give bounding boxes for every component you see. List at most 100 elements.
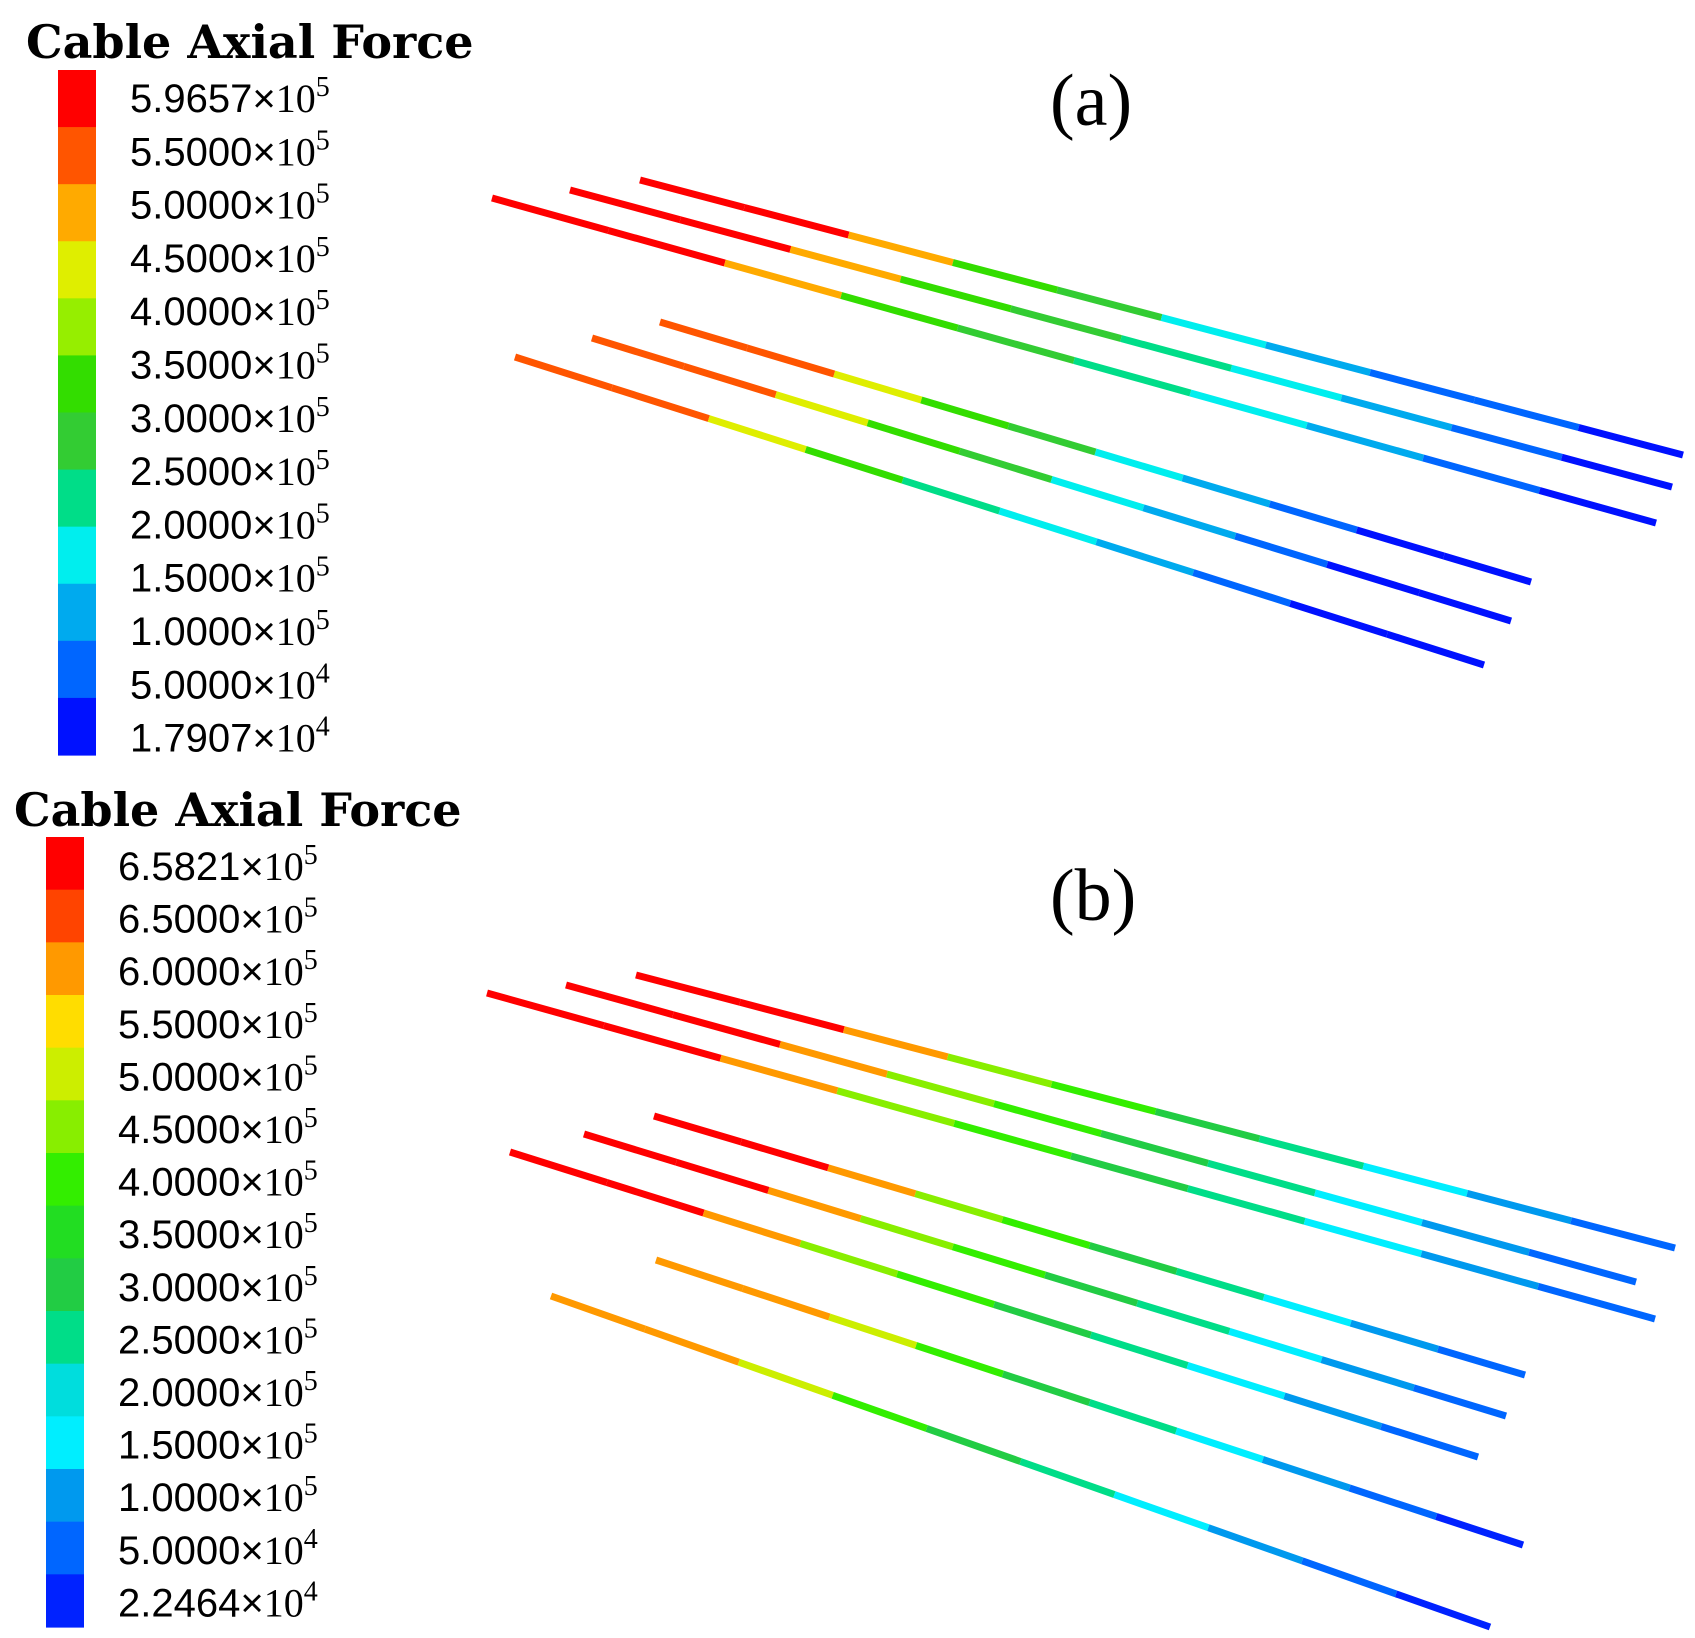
colorbar-a-tick-label: 5.0000×105 — [130, 179, 330, 228]
cable-a-6-segment — [1289, 600, 1389, 638]
cable-a-1-segment — [1473, 396, 1580, 431]
cable-b-3-segment — [1186, 1185, 1306, 1225]
cable-b-1 — [635, 971, 1676, 1252]
cable-b-8 — [549, 1292, 1492, 1631]
cable-b-2-segment — [1421, 1219, 1530, 1256]
panel-label-a: (a) — [1050, 60, 1132, 142]
cable-b-6-segment — [799, 1240, 899, 1278]
cable-a-1-segment — [1577, 424, 1684, 459]
cable-a-4-segment — [1268, 500, 1358, 534]
cable-a-5-segment — [866, 419, 961, 455]
cable-a-6-segment — [707, 415, 807, 453]
cable-b-5-segment — [582, 1130, 678, 1166]
cable-a-4-segment — [833, 370, 923, 404]
panel-a: Cable Axial Force 5.9657×1055.5000×1055.… — [26, 15, 1684, 761]
cable-a-2-segment — [1009, 305, 1122, 342]
cable-b-7 — [654, 1256, 1525, 1549]
colorbar-b-band — [46, 1100, 84, 1154]
cable-a-2-segment — [899, 275, 1012, 313]
colorbar-b-band — [46, 1363, 84, 1417]
cable-a-6-segment — [1192, 569, 1292, 607]
cable-a-1-segment — [847, 231, 954, 266]
cable-a-1-segment — [1056, 286, 1163, 321]
cable-b-5-segment — [951, 1243, 1047, 1279]
colorbar-a-band — [58, 412, 96, 471]
cable-a-2 — [569, 186, 1673, 491]
colorbar-b-band — [46, 1416, 84, 1470]
colorbar-b-band — [46, 1469, 84, 1523]
cable-b-6-segment — [1380, 1423, 1480, 1461]
cable-b-7-segment — [1088, 1399, 1178, 1435]
colorbar-a-band — [58, 640, 96, 699]
colorbar-b-tick-label: 2.0000×105 — [118, 1366, 318, 1415]
cable-a-1-segment — [952, 259, 1059, 294]
cable-b-4-segment — [1436, 1345, 1526, 1379]
colorbar-b-tick-label: 6.5000×105 — [118, 893, 318, 942]
cable-b-4-segment — [1262, 1293, 1352, 1327]
cable-a-6-segment — [1386, 630, 1486, 669]
cable-a-4-segment — [746, 344, 836, 378]
cable-a-4 — [658, 318, 1533, 586]
cables-a — [491, 176, 1684, 669]
colorbar-ticks-b: 6.5821×1056.5000×1056.0000×1055.5000×105… — [118, 840, 318, 1625]
colorbar-a-tick-label: 1.5000×105 — [130, 552, 330, 601]
cable-a-3-segment — [1073, 357, 1192, 397]
colorbar-b-tick-label: 5.5000×105 — [118, 998, 318, 1047]
cable-a-4-segment — [920, 396, 1010, 430]
cables-b — [486, 971, 1676, 1631]
colorbar-b-band — [46, 995, 84, 1049]
colorbar-a-tick-label: 3.0000×105 — [130, 392, 330, 441]
cable-b-3 — [486, 989, 1656, 1323]
cable-b-1-segment — [1050, 1080, 1157, 1115]
colorbar-a-band — [58, 526, 96, 585]
cable-a-2-segment — [1340, 394, 1453, 431]
cable-b-6-segment — [1089, 1331, 1189, 1369]
cable-b-5-segment — [767, 1187, 862, 1222]
cable-a-1-segment — [1264, 341, 1371, 376]
cable-a-3-segment — [1422, 454, 1541, 494]
cable-b-8-segment — [1019, 1458, 1116, 1498]
colorbar-b — [46, 837, 84, 1628]
cable-a-4-segment — [1094, 448, 1184, 482]
cable-a-2-segment — [1450, 424, 1563, 461]
colorbar-b-tick-label: 2.2464×104 — [118, 1576, 318, 1625]
colorbar-b-tick-label: 4.0000×105 — [118, 1156, 318, 1205]
cable-b-7-segment — [1261, 1456, 1351, 1492]
colorbar-a-tick-label: 2.0000×105 — [130, 498, 330, 547]
colorbar-a-tick-label: 5.0000×104 — [130, 658, 330, 707]
legend-title-b: Cable Axial Force — [14, 783, 462, 837]
cable-b-1-segment — [1570, 1217, 1676, 1252]
cable-a-6 — [513, 353, 1486, 669]
cable-a-3-segment — [723, 259, 843, 299]
cable-b-8-segment — [643, 1325, 740, 1366]
colorbar-b-band — [46, 1205, 84, 1259]
cable-b-3-segment — [953, 1120, 1072, 1160]
colorbar-b-tick-label: 6.5821×105 — [118, 840, 318, 889]
colorbar-a-tick-label: 2.5000×105 — [130, 445, 330, 494]
colorbar-a-band — [58, 70, 96, 128]
colorbar-b-band — [46, 1258, 84, 1312]
colorbar-b-band — [46, 1311, 84, 1365]
cable-a-3-segment — [1538, 487, 1657, 527]
cable-b-2-segment — [993, 1100, 1102, 1137]
cable-b-2-segment — [1528, 1248, 1637, 1286]
colorbar-a-tick-label: 4.5000×105 — [130, 232, 330, 281]
colorbar-b-tick-label: 5.0000×104 — [118, 1524, 318, 1573]
cable-b-4-segment — [1088, 1242, 1178, 1275]
cable-a-1-segment — [639, 176, 746, 211]
cable-b-2 — [565, 981, 1637, 1286]
cable-b-4-segment — [740, 1138, 830, 1172]
colorbar-b-band — [46, 1047, 84, 1101]
colorbar-a-tick-label: 5.5000×105 — [130, 125, 330, 174]
cable-b-6-segment — [1186, 1362, 1286, 1400]
colorbar-b-band — [46, 889, 84, 943]
cable-b-3-segment — [486, 989, 605, 1029]
cable-b-3-segment — [602, 1022, 722, 1062]
colorbar-b-band — [46, 1574, 84, 1628]
cable-a-2-segment — [679, 216, 792, 253]
colorbar-a — [58, 70, 96, 756]
cable-a-3 — [491, 194, 1657, 527]
cable-b-4-segment — [914, 1190, 1004, 1223]
cable-a-4-segment — [1442, 552, 1533, 586]
